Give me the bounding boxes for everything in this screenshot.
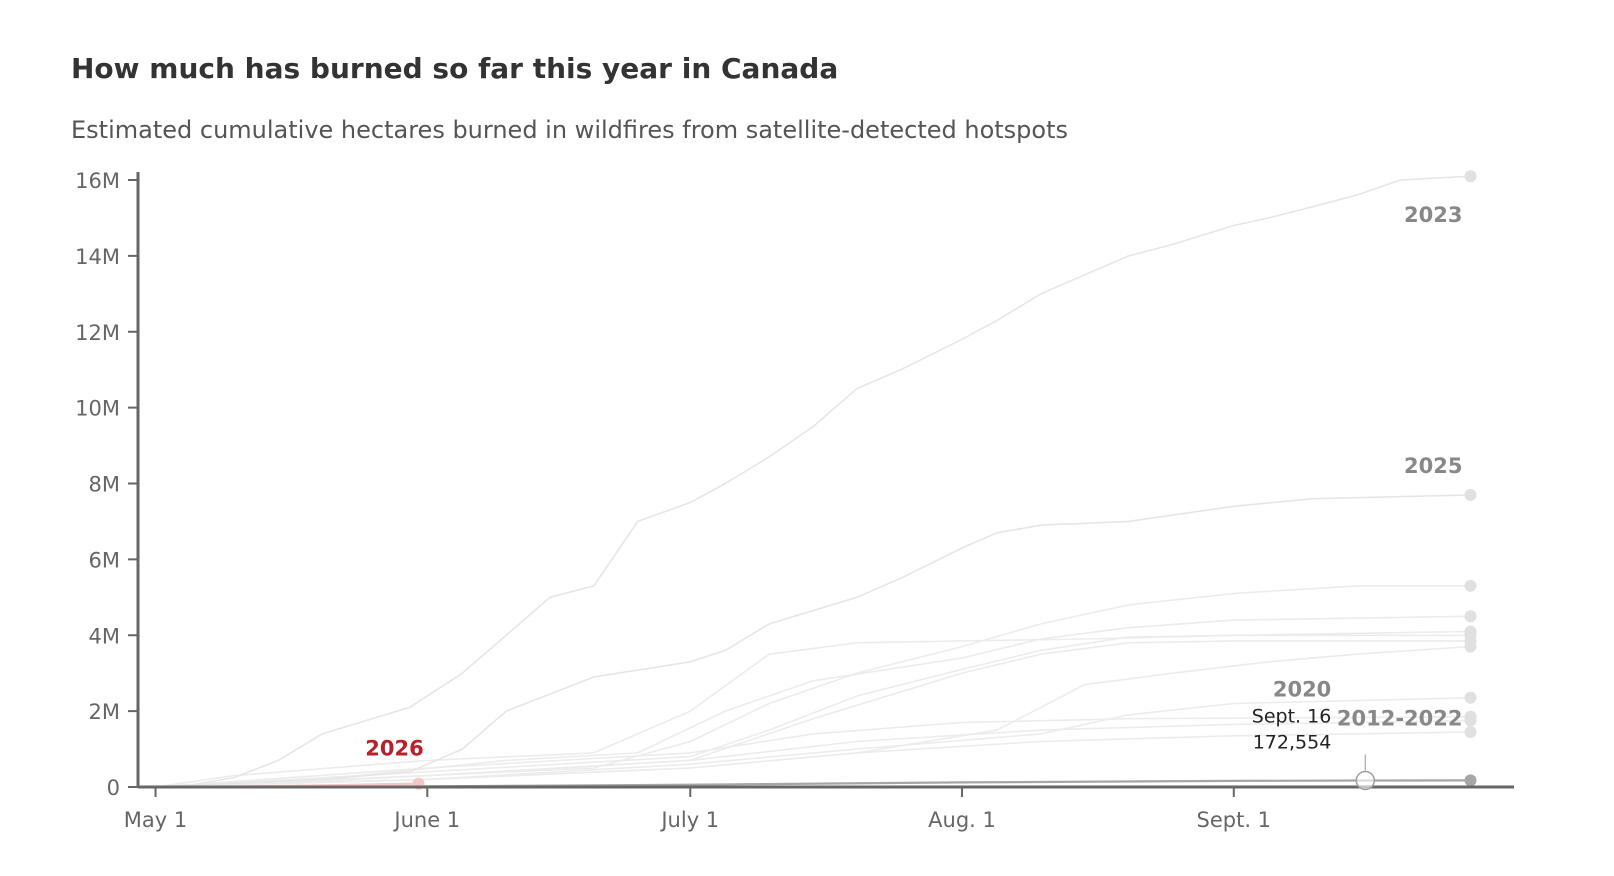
series-line-2025 — [154, 494, 1472, 788]
series-end-dot-bg-11 — [1464, 726, 1477, 738]
series-end-dot-2012-2022 — [1464, 579, 1477, 592]
series-line-bg-9 — [154, 716, 1472, 788]
y-tick-label: 0 — [107, 776, 120, 800]
x-tick-label: Sept. 1 — [1197, 808, 1272, 832]
annotation-marker — [1355, 770, 1376, 791]
series-end-dot-2025 — [1464, 488, 1477, 501]
series-end-dot-bg-3 — [1464, 610, 1477, 623]
annotation-date: Sept. 16 — [1252, 706, 1332, 728]
y-tick-label: 12M — [75, 321, 120, 345]
series-end-dot-bg-10 — [1464, 714, 1477, 727]
series-label-2023: 2023 — [1404, 203, 1462, 227]
series-line-bg-5 — [154, 634, 1472, 788]
y-tick-label: 4M — [89, 624, 120, 648]
x-tick-label: July 1 — [659, 808, 719, 832]
y-tick-label: 10M — [75, 397, 120, 421]
series-label-2025: 2025 — [1404, 454, 1462, 478]
series-end-dot-2020 — [1464, 774, 1477, 787]
annotation-value: 172,554 — [1253, 732, 1332, 754]
series-line-2023 — [154, 175, 1472, 788]
series-label-2012-2022: 2012-2022 — [1337, 707, 1463, 731]
series-label-2020: 2020 — [1273, 678, 1331, 702]
series-line-bg-10 — [154, 719, 1472, 788]
y-tick-label: 2M — [89, 700, 120, 724]
chart-title: How much has burned so far this year in … — [71, 52, 839, 85]
series-label-2026: 2026 — [365, 737, 423, 761]
series-end-dot-bg-7 — [1464, 640, 1477, 653]
series-end-dot-bg-8 — [1464, 691, 1477, 704]
y-tick-label: 14M — [75, 245, 120, 269]
series-end-dot-2023 — [1464, 170, 1477, 183]
axis-layer: 0 2M 4M 6M 8M 10M 12M 14M 16M May 1 June 1 July 1 Au… — [75, 169, 1514, 832]
x-tick-label: Aug. 1 — [928, 808, 996, 832]
x-tick-label: June 1 — [392, 808, 460, 832]
x-tick-label: May 1 — [124, 808, 187, 832]
chart-subtitle: Estimated cumulative hectares burned in … — [71, 116, 1068, 144]
y-tick-label: 6M — [89, 548, 120, 572]
y-tick-label: 8M — [89, 473, 120, 497]
series-line-bg-3 — [154, 615, 1472, 788]
series-line-bg-11 — [154, 731, 1472, 788]
y-tick-label: 16M — [75, 169, 120, 193]
